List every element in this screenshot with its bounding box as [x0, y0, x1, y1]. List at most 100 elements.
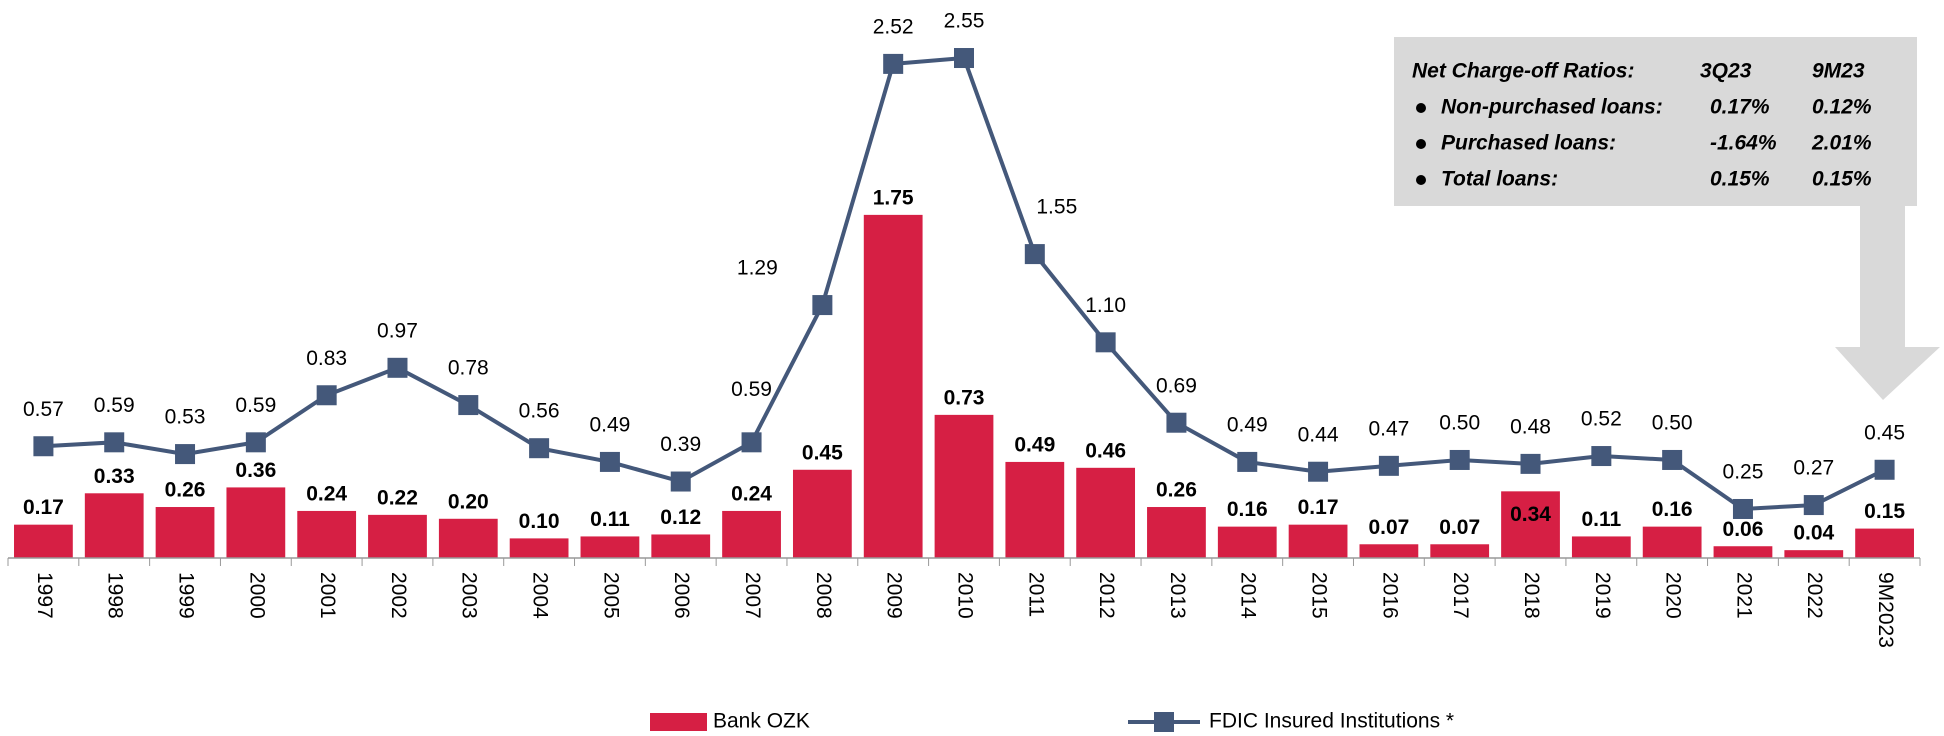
- line-label: 0.57: [23, 398, 64, 421]
- bar: [722, 510, 781, 558]
- line-label: 0.52: [1581, 408, 1622, 431]
- bar-label: 0.16: [1227, 498, 1268, 521]
- bullet: [1416, 103, 1426, 113]
- line-label: 0.44: [1298, 423, 1339, 446]
- x-tick-label: 2000: [245, 572, 268, 619]
- bar-label: 0.24: [731, 482, 772, 505]
- x-tick-label: 2007: [741, 572, 764, 619]
- x-tick-label: 2014: [1237, 572, 1260, 619]
- x-tick-label: 2020: [1662, 572, 1685, 619]
- inset: Net Charge-off Ratios: 3Q23 9M23 Non-purcha…: [1394, 37, 1940, 400]
- bar-label: 0.22: [377, 486, 418, 509]
- line-label: 2.52: [873, 15, 914, 38]
- inset-cell: 0.17%: [1710, 96, 1770, 119]
- line-label: 0.49: [1227, 413, 1268, 436]
- line-label: 0.47: [1368, 417, 1409, 440]
- bar-label: 0.11: [590, 508, 630, 531]
- legend-label: Bank OZK: [713, 710, 810, 733]
- bar: [1713, 546, 1773, 558]
- marker: [670, 471, 691, 492]
- marker: [1874, 459, 1895, 480]
- inset-cell: Total loans:: [1441, 168, 1558, 191]
- bar: [14, 524, 73, 558]
- line-label: 1.29: [737, 257, 778, 280]
- bar-label: 0.34: [1510, 503, 1551, 526]
- line-label: 1.55: [1036, 196, 1077, 219]
- inset-cell: 0.15%: [1812, 168, 1872, 191]
- line-label: 0.69: [1156, 374, 1197, 397]
- bar: [1005, 461, 1065, 558]
- inset-box: [1394, 37, 1917, 206]
- marker: [1095, 332, 1116, 353]
- marker: [1024, 244, 1045, 265]
- marker: [387, 357, 408, 378]
- marker: [104, 432, 125, 453]
- x-tick-label: 2010: [953, 572, 976, 619]
- bar: [1642, 526, 1702, 558]
- inset-cell: Purchased loans:: [1441, 132, 1616, 155]
- bar-label: 0.12: [660, 506, 701, 529]
- marker: [1237, 451, 1258, 472]
- line-label: 0.45: [1864, 421, 1905, 444]
- inset-cell: 2.01%: [1811, 132, 1872, 155]
- bar: [297, 510, 357, 558]
- bar-label: 0.73: [944, 386, 985, 409]
- inset-cell: 0.12%: [1812, 96, 1872, 119]
- bar-label: 0.17: [1298, 496, 1339, 519]
- marker: [33, 436, 54, 457]
- inset-header: Net Charge-off Ratios:: [1412, 60, 1634, 83]
- bar: [438, 518, 498, 558]
- bar-label: 0.07: [1439, 516, 1480, 539]
- bar-label: 0.36: [235, 459, 276, 482]
- marker: [175, 444, 196, 465]
- bar: [1076, 467, 1136, 558]
- bullet: [1416, 139, 1426, 149]
- marker: [954, 48, 974, 69]
- marker: [812, 295, 833, 316]
- x-tick-label: 2018: [1520, 572, 1543, 619]
- line-label: 0.50: [1652, 412, 1693, 435]
- x-tick-label: 2011: [1024, 572, 1047, 617]
- x-tick-label: 1998: [104, 572, 127, 619]
- line-label: 0.56: [519, 400, 560, 423]
- line-label: 1.10: [1085, 294, 1126, 317]
- x-tick-label: 9M2023: [1874, 572, 1897, 648]
- x-tick-label: 2012: [1095, 572, 1118, 619]
- bar-label: 0.17: [23, 496, 64, 519]
- bar-label: 0.24: [306, 482, 347, 505]
- marker: [599, 451, 620, 472]
- line-label: 0.97: [377, 319, 418, 342]
- bar: [155, 507, 215, 558]
- bar-label: 0.15: [1864, 500, 1905, 523]
- bar: [1217, 526, 1277, 558]
- marker: [741, 432, 762, 453]
- bar-label: 0.26: [165, 479, 206, 502]
- marker: [1166, 412, 1187, 433]
- line-label: 0.48: [1510, 415, 1551, 438]
- line-label: 0.59: [94, 394, 135, 417]
- x-tick-label: 2005: [599, 572, 622, 619]
- bar: [1430, 544, 1490, 558]
- x-tick-label: 2008: [812, 572, 835, 619]
- marker: [1803, 495, 1824, 516]
- bar: [651, 534, 711, 558]
- bar: [863, 214, 923, 558]
- marker: [1520, 453, 1541, 474]
- bar: [934, 414, 994, 558]
- bar: [1784, 550, 1844, 558]
- bar-label: 0.46: [1085, 439, 1126, 462]
- bar: [1147, 507, 1206, 558]
- x-tick-label: 1997: [33, 572, 56, 619]
- bar: [1571, 536, 1631, 558]
- bar-label: 0.06: [1723, 518, 1764, 541]
- line-label: 0.39: [660, 433, 701, 456]
- x-tick-label: 2003: [458, 572, 481, 619]
- x-tick-label: 2002: [387, 572, 410, 619]
- x-tick-label: 2015: [1308, 572, 1331, 619]
- bullet: [1416, 175, 1426, 185]
- bar-label: 1.75: [873, 186, 914, 209]
- x-tick-label: 2004: [529, 572, 552, 619]
- x-tick-label: 2001: [316, 572, 339, 619]
- marker: [883, 53, 904, 74]
